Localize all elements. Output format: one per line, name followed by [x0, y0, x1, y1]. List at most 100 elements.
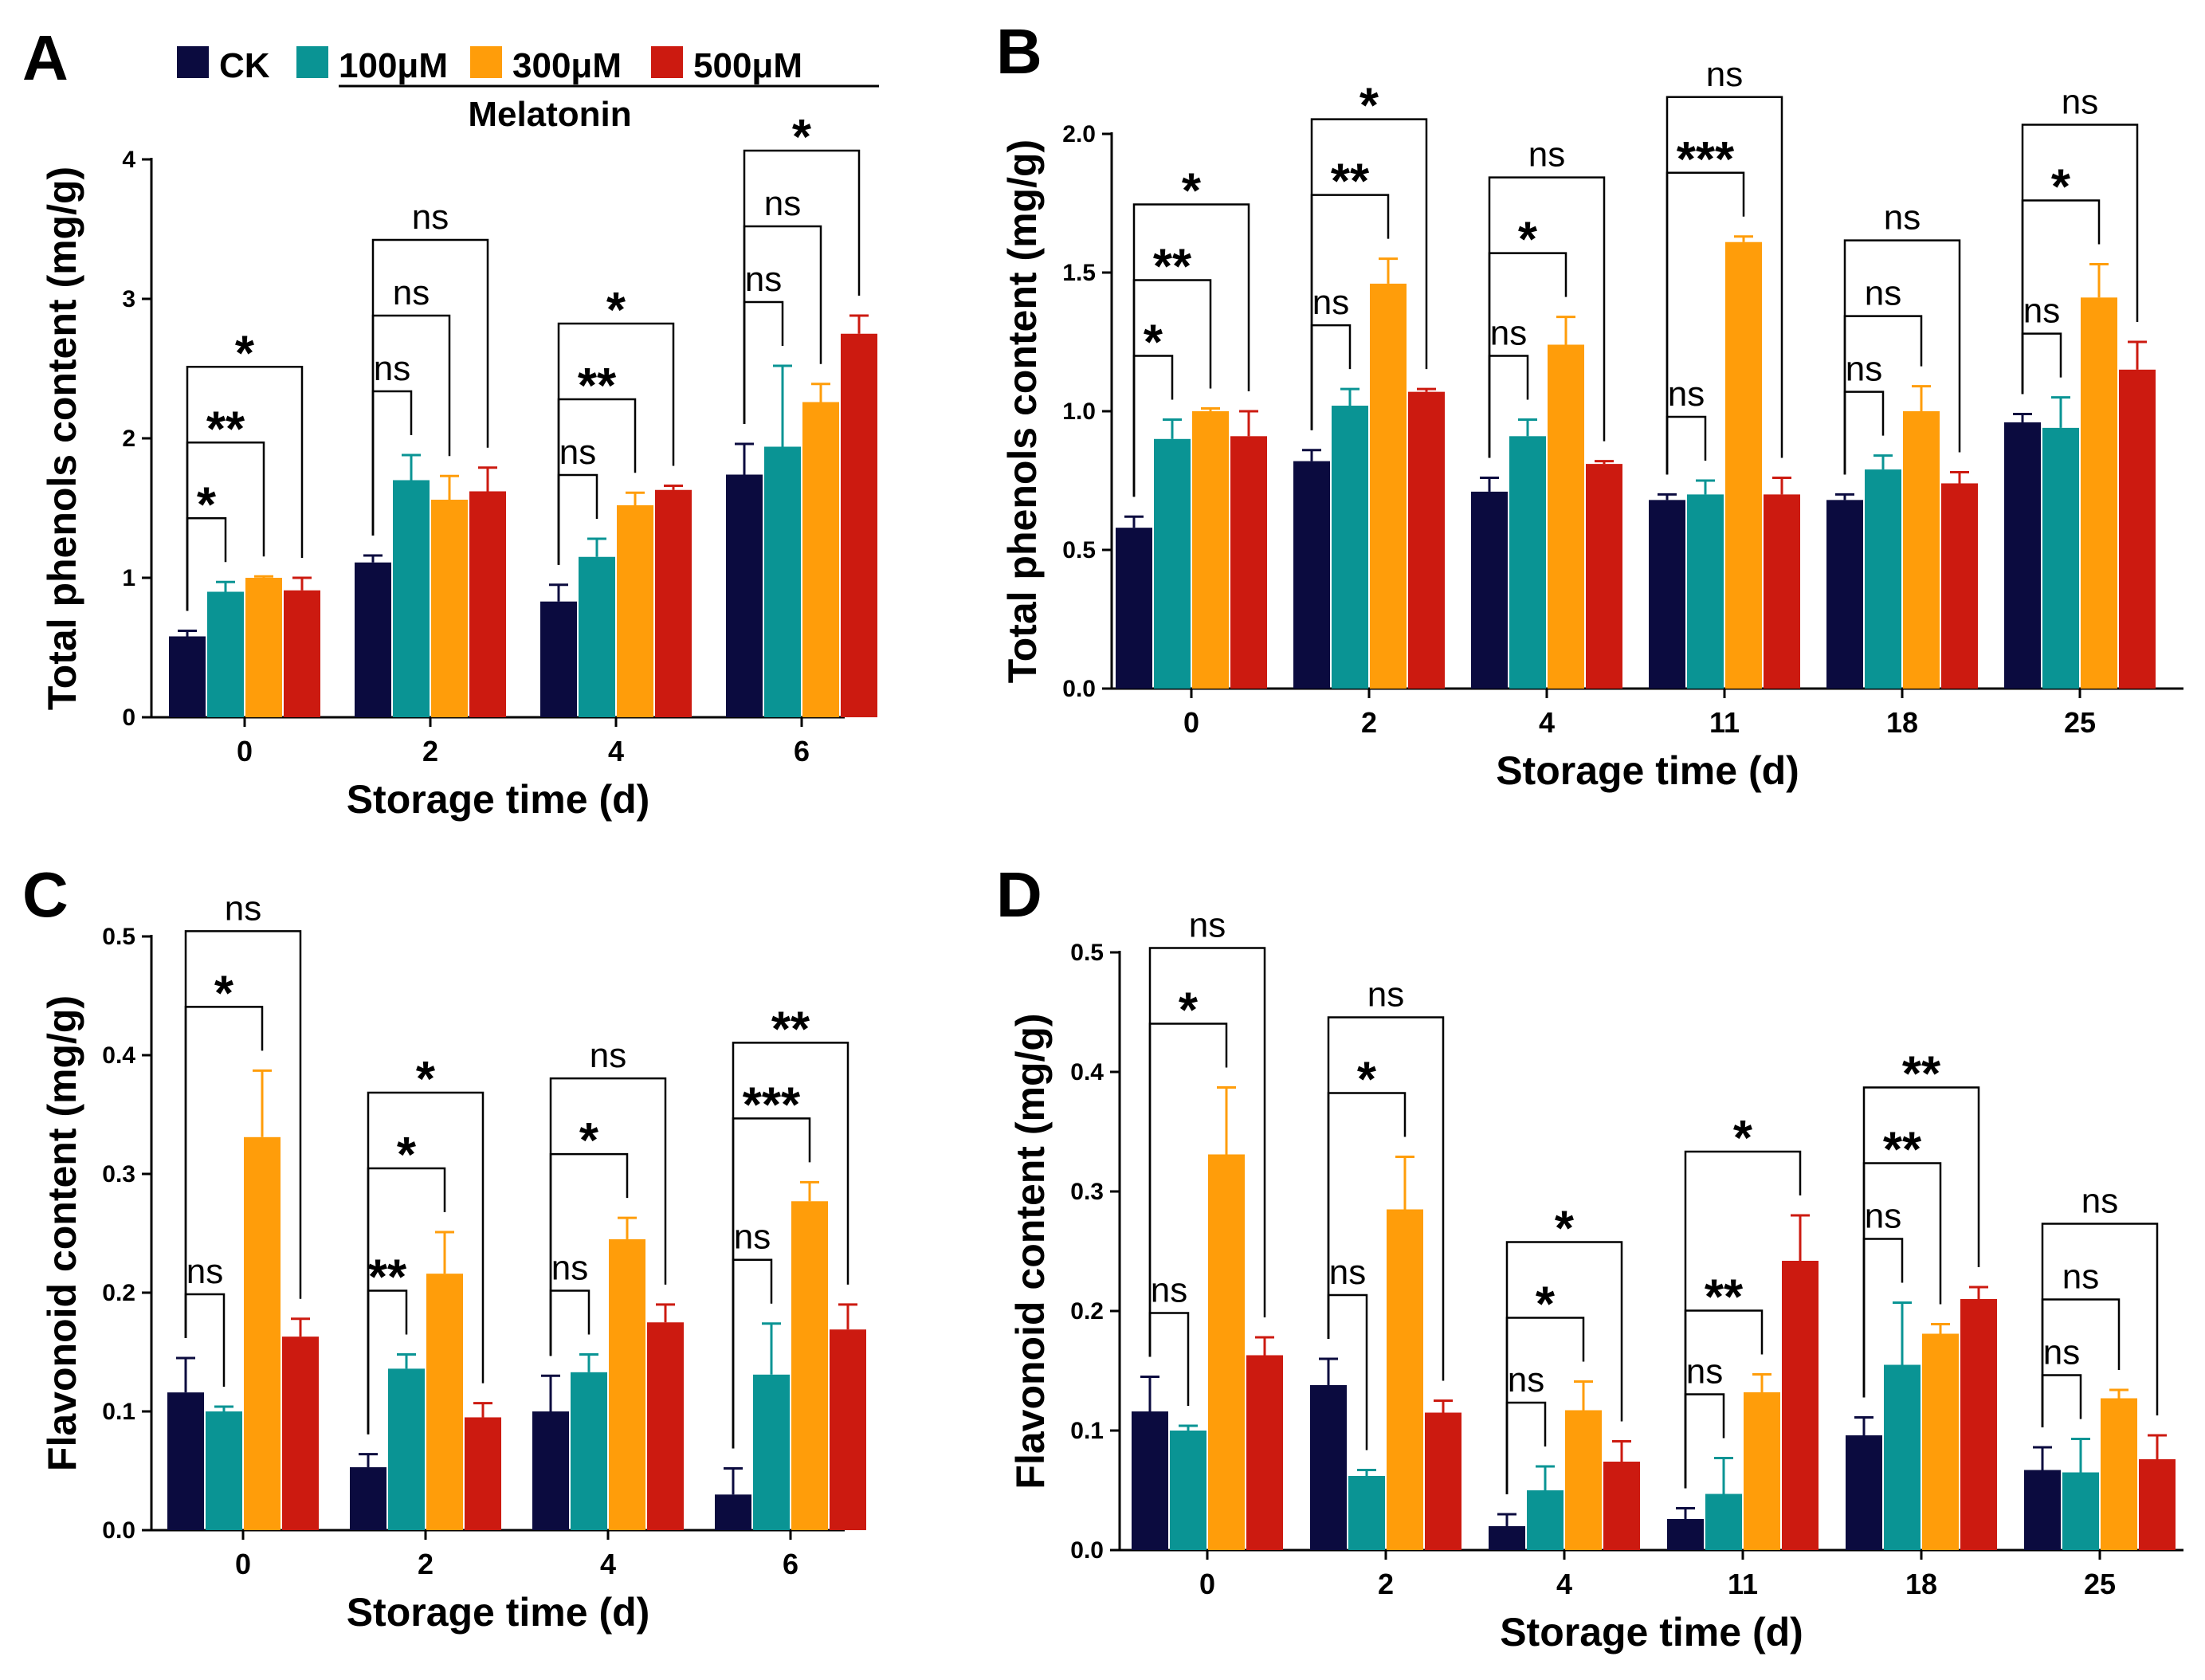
bar-100	[579, 556, 615, 717]
y-tick-label: 0.3	[102, 1161, 135, 1187]
significance-label: ns	[1528, 135, 1565, 175]
significance-bracket	[2041, 1374, 2082, 1427]
bar-300	[1192, 411, 1229, 689]
significance-label: **	[1153, 239, 1192, 294]
bar-500	[1425, 1412, 1461, 1550]
significance-bracket	[367, 1091, 485, 1435]
x-tick-label: 2	[1378, 1568, 1394, 1600]
significance-bracket	[371, 238, 489, 536]
bar-500	[1246, 1355, 1283, 1550]
panel-letter: D	[996, 859, 1042, 930]
bar-100	[2042, 427, 2079, 689]
bar-500	[841, 333, 877, 717]
bar-500	[1960, 1299, 1997, 1550]
bar-ck	[167, 1392, 204, 1530]
significance-bracket	[743, 300, 784, 424]
significance-bracket	[1505, 1401, 1547, 1494]
significance-bracket	[184, 930, 302, 1338]
legend-label-100: 100μM	[339, 46, 448, 85]
bar-100	[753, 1374, 790, 1530]
significance-label: *	[606, 283, 626, 338]
significance-bracket	[1327, 1016, 1445, 1381]
x-tick-label: 6	[783, 1548, 798, 1580]
y-tick-label: 1	[122, 565, 135, 591]
legend-swatch-ck	[177, 46, 209, 78]
significance-label: **	[1902, 1047, 1941, 1102]
y-tick-label: 0.1	[1070, 1418, 1104, 1444]
bar-300	[431, 500, 468, 717]
significance-label: ns	[1151, 1271, 1187, 1310]
bar-300	[1744, 1392, 1780, 1550]
x-tick-label: 2	[1361, 706, 1377, 739]
bar-500	[1603, 1462, 1640, 1550]
significance-bracket	[557, 322, 675, 565]
significance-bracket	[1843, 239, 1961, 475]
significance-bracket	[184, 1293, 226, 1388]
bar-100	[1687, 494, 1724, 689]
y-tick-label: 2	[122, 426, 135, 452]
x-tick-label: 4	[1556, 1568, 1572, 1600]
significance-label: **	[1883, 1123, 1922, 1178]
bar-100	[571, 1372, 607, 1530]
significance-bracket	[1132, 203, 1250, 497]
significance-label: ns	[1706, 55, 1743, 94]
legend: CK 100μM 300μM 500μM Melatonin	[177, 46, 879, 134]
panel-c: C 0.0 0.1 0.2 0.3 0.4 0.5 Flavonoid content (mg…	[22, 859, 866, 1635]
bar-500	[655, 489, 692, 717]
significance-label: ns	[2081, 1182, 2118, 1221]
panel-a: A 0 1 2 3 4 Total phenols content (mg/g) 0 2 4 6 St…	[22, 22, 877, 822]
legend-swatch-500	[651, 46, 683, 78]
panel-b: B 0.0 0.5 1.0 1.5 2.0 Total phenols content (m…	[996, 16, 2183, 793]
bar-500	[647, 1322, 684, 1530]
bar-ck	[2004, 422, 2041, 689]
significance-bracket	[1310, 118, 1428, 430]
bar-ck	[1667, 1519, 1704, 1550]
significance-label: **	[578, 359, 617, 414]
bar-ck	[1116, 528, 1152, 689]
significance-bracket	[2021, 332, 2062, 394]
bar-500	[1230, 436, 1267, 689]
significance-label: *	[197, 477, 217, 532]
y-tick-label: 0.4	[1070, 1059, 1104, 1085]
y-axis-title: Flavonoid content (mg/g)	[1008, 1013, 1053, 1489]
significance-label: ns	[1865, 274, 1901, 313]
significance-label: *	[1144, 315, 1163, 370]
bar-500	[2139, 1459, 2176, 1550]
panel-d: D 0.0 0.1 0.2 0.3 0.4 0.5 Flavonoid content (mg…	[996, 859, 2183, 1654]
significance-bracket	[549, 1077, 667, 1356]
bar-500	[1941, 483, 1978, 689]
significance-label: *	[416, 1052, 436, 1107]
significance-label: ns	[1846, 350, 1882, 389]
significance-label: ***	[743, 1077, 801, 1132]
legend-group-label: Melatonin	[468, 95, 631, 134]
x-tick-label: 0	[1199, 1568, 1215, 1600]
bar-300	[791, 1201, 828, 1530]
significance-label: ns	[186, 1252, 223, 1291]
bar-ck	[715, 1494, 751, 1530]
bar-300	[1922, 1333, 1959, 1550]
bar-300	[1548, 344, 1584, 689]
significance-label: ns	[2062, 1258, 2099, 1297]
bar-ck	[726, 474, 763, 717]
bar-300	[802, 402, 839, 717]
panel-letter: B	[996, 16, 1042, 87]
bar-ck	[1649, 500, 1685, 689]
significance-label: ns	[1367, 975, 1404, 1015]
significance-label: ns	[1508, 1360, 1544, 1399]
significance-label: ns	[734, 1218, 771, 1257]
x-tick-label: 0	[235, 1548, 251, 1580]
bar-300	[609, 1238, 645, 1530]
x-tick-label: 25	[2064, 706, 2096, 739]
bar-300	[2081, 297, 2117, 689]
significance-label: ns	[590, 1036, 626, 1075]
significance-label: ns	[412, 198, 449, 237]
bar-100	[764, 446, 801, 717]
y-tick-label: 0	[122, 705, 135, 731]
significance-label: *	[1179, 983, 1199, 1038]
bar-ck	[540, 601, 577, 717]
bar-ck	[350, 1467, 386, 1530]
bar-300	[1387, 1209, 1423, 1550]
bar-500	[469, 491, 506, 717]
y-tick-label: 2.0	[1062, 121, 1096, 147]
